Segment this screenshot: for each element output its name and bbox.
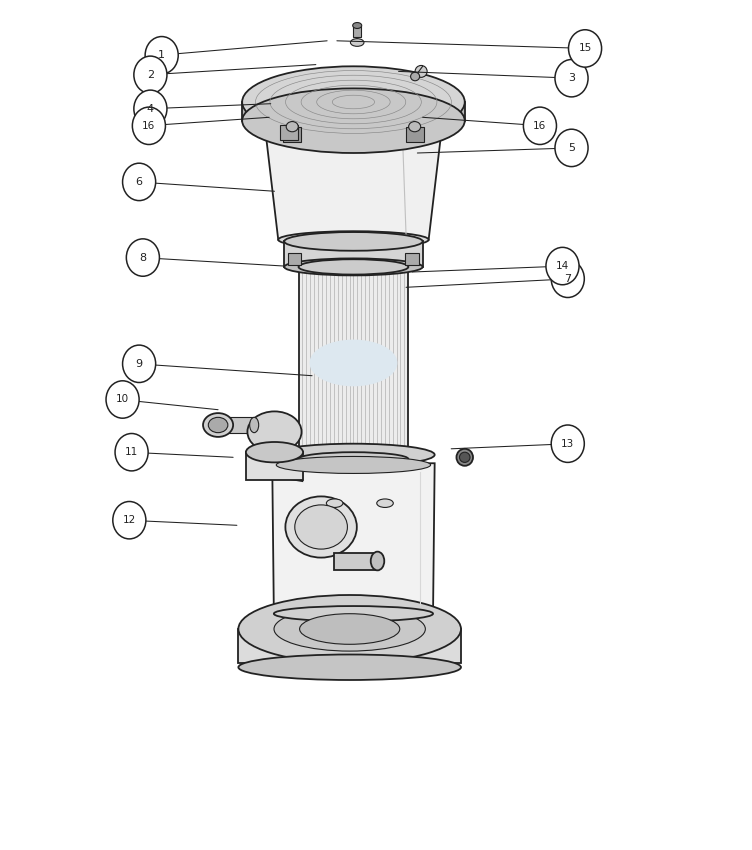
Text: 9: 9 — [135, 359, 143, 369]
Polygon shape — [218, 417, 254, 433]
Text: 4: 4 — [147, 104, 154, 114]
Ellipse shape — [284, 258, 423, 275]
Text: 11: 11 — [125, 447, 138, 457]
Ellipse shape — [242, 88, 465, 153]
Bar — [284, 127, 302, 142]
Ellipse shape — [272, 444, 435, 466]
Ellipse shape — [106, 381, 139, 418]
Ellipse shape — [408, 122, 420, 132]
Ellipse shape — [415, 65, 427, 77]
Ellipse shape — [326, 499, 343, 507]
Ellipse shape — [310, 340, 397, 387]
Text: 14: 14 — [556, 261, 569, 271]
Polygon shape — [242, 102, 465, 121]
Bar — [353, 26, 361, 37]
Bar — [280, 125, 298, 140]
Text: 7: 7 — [564, 274, 572, 284]
Text: 8: 8 — [139, 252, 147, 263]
Ellipse shape — [299, 259, 408, 275]
Ellipse shape — [132, 107, 165, 144]
Ellipse shape — [246, 442, 303, 462]
Ellipse shape — [286, 496, 356, 558]
Ellipse shape — [456, 449, 473, 466]
Text: 12: 12 — [123, 515, 136, 525]
Ellipse shape — [113, 502, 146, 539]
Ellipse shape — [126, 239, 159, 276]
Ellipse shape — [555, 60, 588, 97]
Ellipse shape — [123, 345, 156, 382]
Bar — [405, 127, 423, 142]
Polygon shape — [284, 241, 423, 267]
Text: 3: 3 — [568, 73, 575, 83]
Ellipse shape — [551, 425, 584, 462]
Text: 16: 16 — [533, 121, 547, 131]
Ellipse shape — [377, 499, 393, 507]
Text: 5: 5 — [568, 143, 575, 153]
Polygon shape — [265, 125, 442, 240]
Bar — [288, 253, 302, 265]
Polygon shape — [246, 452, 303, 480]
Ellipse shape — [295, 505, 347, 549]
Ellipse shape — [299, 614, 400, 644]
Ellipse shape — [371, 552, 384, 570]
Ellipse shape — [555, 129, 588, 167]
Ellipse shape — [242, 66, 465, 138]
Bar — [405, 253, 419, 265]
Ellipse shape — [284, 232, 423, 251]
Ellipse shape — [350, 38, 364, 47]
Ellipse shape — [276, 456, 431, 473]
Ellipse shape — [238, 654, 461, 680]
Polygon shape — [238, 629, 461, 663]
Ellipse shape — [459, 452, 470, 462]
Ellipse shape — [247, 411, 302, 452]
Ellipse shape — [274, 607, 426, 651]
Ellipse shape — [208, 417, 228, 433]
Ellipse shape — [134, 56, 167, 94]
Ellipse shape — [115, 434, 148, 471]
Text: 1: 1 — [158, 50, 165, 60]
Ellipse shape — [250, 417, 259, 433]
Text: 10: 10 — [116, 394, 129, 405]
Ellipse shape — [523, 107, 556, 144]
Text: 13: 13 — [561, 439, 575, 449]
Ellipse shape — [353, 23, 362, 29]
Ellipse shape — [265, 115, 442, 136]
Text: 16: 16 — [142, 121, 156, 131]
Ellipse shape — [299, 452, 408, 466]
Ellipse shape — [145, 37, 178, 74]
Ellipse shape — [551, 260, 584, 298]
Polygon shape — [272, 461, 302, 481]
Text: 6: 6 — [135, 177, 143, 187]
Ellipse shape — [238, 595, 461, 663]
Ellipse shape — [203, 413, 233, 437]
Ellipse shape — [274, 606, 433, 621]
Bar — [299, 267, 408, 459]
Text: 2: 2 — [147, 70, 154, 80]
Polygon shape — [272, 463, 435, 614]
Ellipse shape — [411, 72, 420, 81]
Ellipse shape — [569, 30, 602, 67]
Ellipse shape — [278, 231, 429, 248]
Text: 15: 15 — [578, 43, 592, 54]
Polygon shape — [334, 552, 378, 570]
Ellipse shape — [134, 90, 167, 128]
Ellipse shape — [546, 247, 579, 285]
Ellipse shape — [123, 163, 156, 201]
Ellipse shape — [287, 122, 299, 132]
